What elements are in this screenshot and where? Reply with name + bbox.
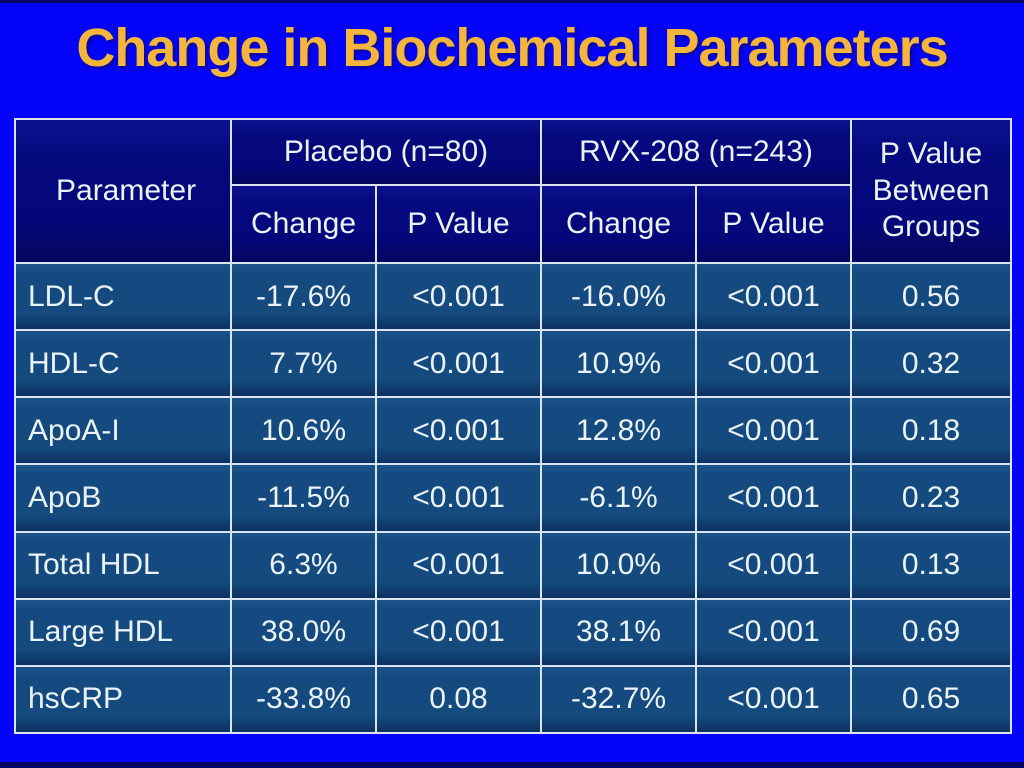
cell-placebo-change: 38.0% <box>230 597 377 667</box>
cell-placebo-change: 7.7% <box>230 329 377 399</box>
cell-placebo-pvalue: <0.001 <box>375 329 542 399</box>
subheader-rvx208-change: Change <box>540 184 697 264</box>
cell-rvx208-change: -32.7% <box>540 664 697 735</box>
bottom-edge-strip <box>0 762 1024 768</box>
column-header-pvalue-between-groups: P Value Between Groups <box>850 118 1013 264</box>
cell-parameter: Total HDL <box>14 530 232 600</box>
cell-placebo-pvalue: <0.001 <box>375 396 542 466</box>
subheader-placebo-change: Change <box>230 184 377 264</box>
cell-placebo-change: 6.3% <box>230 530 377 600</box>
table-row: LDL-C -17.6% <0.001 -16.0% <0.001 0.56 <box>14 261 1013 332</box>
cell-between-groups-pvalue: 0.13 <box>850 530 1013 600</box>
cell-between-groups-pvalue: 0.69 <box>850 597 1013 667</box>
cell-parameter: Large HDL <box>14 597 232 667</box>
cell-rvx208-pvalue: <0.001 <box>694 463 853 533</box>
cell-between-groups-pvalue: 0.65 <box>850 664 1013 735</box>
top-edge-strip <box>0 0 1024 3</box>
table-row: Large HDL 38.0% <0.001 38.1% <0.001 0.69 <box>14 597 1013 667</box>
cell-rvx208-change: 10.9% <box>540 329 697 399</box>
cell-rvx208-change: 10.0% <box>540 530 697 600</box>
cell-parameter: hsCRP <box>14 664 232 735</box>
slide-title: Change in Biochemical Parameters <box>76 18 948 78</box>
cell-placebo-pvalue: <0.001 <box>375 261 542 332</box>
cell-parameter: ApoA-I <box>14 396 232 466</box>
cell-placebo-change: 10.6% <box>230 396 377 466</box>
cell-rvx208-change: 12.8% <box>540 396 697 466</box>
table-row: ApoA-I 10.6% <0.001 12.8% <0.001 0.18 <box>14 396 1013 466</box>
cell-rvx208-pvalue: <0.001 <box>694 597 853 667</box>
cell-between-groups-pvalue: 0.32 <box>850 329 1013 399</box>
cell-placebo-change: -17.6% <box>230 261 377 332</box>
cell-between-groups-pvalue: 0.23 <box>850 463 1013 533</box>
cell-rvx208-pvalue: <0.001 <box>694 530 853 600</box>
cell-placebo-pvalue: 0.08 <box>375 664 542 735</box>
cell-rvx208-change: -6.1% <box>540 463 697 533</box>
cell-placebo-pvalue: <0.001 <box>375 530 542 600</box>
column-group-rvx208: RVX-208 (n=243) <box>539 118 853 186</box>
table-row: ApoB -11.5% <0.001 -6.1% <0.001 0.23 <box>14 463 1013 533</box>
cell-placebo-change: -33.8% <box>230 664 377 735</box>
table-body: LDL-C -17.6% <0.001 -16.0% <0.001 0.56 HDL-C 7.… <box>14 261 1013 735</box>
cell-rvx208-pvalue: <0.001 <box>694 664 853 735</box>
table-row: HDL-C 7.7% <0.001 10.9% <0.001 0.32 <box>14 329 1013 399</box>
table-row: hsCRP -33.8% 0.08 -32.7% <0.001 0.65 <box>14 664 1013 735</box>
cell-parameter: HDL-C <box>14 329 232 399</box>
table-row: Total HDL 6.3% <0.001 10.0% <0.001 0.13 <box>14 530 1013 600</box>
header-row-subcolumns: Change P Value Change P Value <box>15 184 1011 264</box>
cell-rvx208-change: 38.1% <box>540 597 697 667</box>
table-header: Parameter Placebo (n=80) RVX-208 (n=243)… <box>14 118 1013 264</box>
cell-rvx208-pvalue: <0.001 <box>694 396 853 466</box>
cell-parameter: ApoB <box>14 463 232 533</box>
subheader-placebo-pvalue: P Value <box>375 184 542 264</box>
cell-placebo-pvalue: <0.001 <box>375 463 542 533</box>
cell-rvx208-pvalue: <0.001 <box>694 329 853 399</box>
biochemical-parameters-table: Parameter Placebo (n=80) RVX-208 (n=243)… <box>14 118 1013 735</box>
subheader-rvx208-pvalue: P Value <box>694 184 853 264</box>
column-group-placebo: Placebo (n=80) <box>230 118 542 186</box>
cell-between-groups-pvalue: 0.56 <box>850 261 1013 332</box>
cell-placebo-change: -11.5% <box>230 463 377 533</box>
cell-rvx208-change: -16.0% <box>540 261 697 332</box>
header-row-groups: Parameter Placebo (n=80) RVX-208 (n=243)… <box>14 118 1013 264</box>
column-header-parameter: Parameter <box>14 118 232 264</box>
cell-parameter: LDL-C <box>14 261 232 332</box>
cell-rvx208-pvalue: <0.001 <box>694 261 853 332</box>
cell-between-groups-pvalue: 0.18 <box>850 396 1013 466</box>
cell-placebo-pvalue: <0.001 <box>375 597 542 667</box>
